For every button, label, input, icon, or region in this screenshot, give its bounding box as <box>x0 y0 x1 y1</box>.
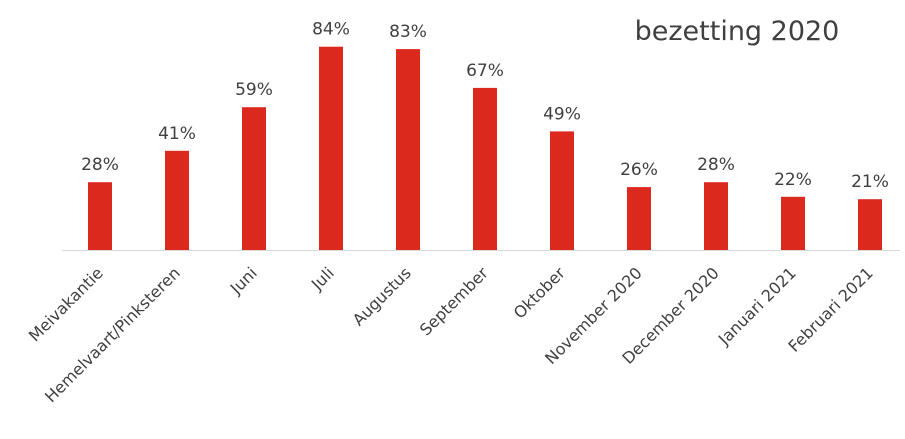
bar-november-2020 <box>627 187 651 250</box>
value-label: 28% <box>81 155 119 175</box>
chart-title: bezetting 2020 <box>635 16 840 47</box>
bar-meivakantie <box>88 182 112 250</box>
value-label: 84% <box>312 20 350 40</box>
bar-juli <box>319 46 343 251</box>
bars-group <box>88 46 882 251</box>
value-label: 83% <box>389 22 427 42</box>
bar-juni <box>242 107 266 250</box>
value-label: 49% <box>543 104 581 124</box>
value-label: 41% <box>158 124 196 144</box>
category-label: Oktober <box>510 263 569 322</box>
value-label: 67% <box>466 61 504 81</box>
category-label: Augustus <box>349 263 415 329</box>
value-label: 26% <box>620 160 658 180</box>
bar-oktober <box>550 131 574 250</box>
value-label: 21% <box>851 172 889 192</box>
value-label: 22% <box>774 170 812 190</box>
bar-september <box>473 87 497 251</box>
category-label: Meivakantie <box>25 263 107 345</box>
category-label: September <box>416 263 492 339</box>
value-label: 59% <box>235 80 273 100</box>
value-labels-group: 28% 41% 59% 84% 83% 67% 49% 26% 28% 22% 21% <box>81 20 889 192</box>
category-label: Januari 2021 <box>714 263 800 349</box>
category-label: Hemelvaart/Pinksteren <box>41 263 184 406</box>
category-label: Juni <box>226 263 261 298</box>
bar-februari-2021 <box>858 199 882 250</box>
bar-december-2020 <box>704 182 728 250</box>
bar-januari-2021 <box>781 196 805 250</box>
bar-augustus <box>396 49 420 250</box>
bar-hemelvaart-pinksteren <box>165 150 189 250</box>
value-label: 28% <box>697 155 735 175</box>
category-label: Juli <box>307 263 338 294</box>
